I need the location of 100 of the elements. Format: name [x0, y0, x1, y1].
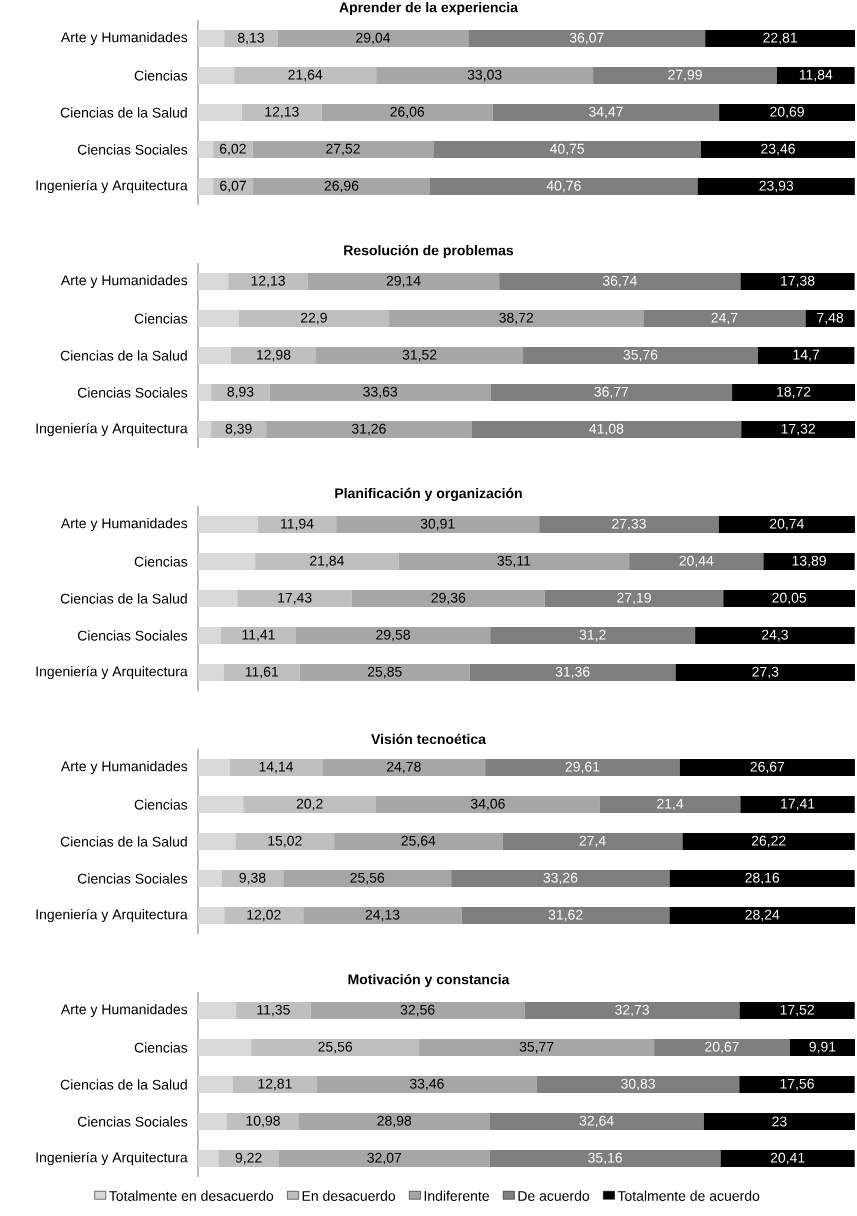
data-label: 6,02 — [219, 143, 246, 156]
data-label: 36,74 — [602, 275, 637, 288]
bar — [198, 178, 214, 195]
bar — [277, 30, 469, 47]
data-label: 10,98 — [246, 1115, 280, 1128]
data-label: 7,48 — [817, 312, 844, 325]
data-label: 27,4 — [579, 835, 606, 848]
chart-title: Visión tecnoética — [371, 733, 486, 745]
data-label: 20,05 — [772, 592, 807, 605]
bar — [299, 664, 470, 681]
bar — [242, 104, 322, 121]
bar — [283, 870, 452, 888]
data-label: 27,19 — [617, 592, 651, 605]
y-tick-label: Ciencias Sociales — [77, 873, 188, 884]
data-label: 12,02 — [247, 909, 281, 922]
bar — [198, 796, 244, 814]
bar — [593, 67, 777, 84]
data-label: 24,13 — [365, 909, 400, 922]
data-label: 29,04 — [356, 32, 391, 45]
bar — [198, 1113, 227, 1131]
bar — [776, 67, 855, 84]
data-label: 23,93 — [759, 180, 794, 193]
bar — [376, 796, 600, 814]
data-label: 14,7 — [793, 349, 820, 362]
data-label: 17,56 — [780, 1078, 814, 1091]
data-label: 34,06 — [470, 798, 505, 811]
bar — [740, 273, 855, 290]
data-label: 29,14 — [386, 275, 421, 288]
data-label: 22,81 — [763, 32, 797, 45]
chart-title: Planificación y organización — [335, 487, 522, 502]
data-label: 32,64 — [579, 1115, 614, 1128]
data-label: 14,14 — [259, 761, 294, 774]
bar — [198, 590, 238, 608]
data-label: 17,52 — [780, 1004, 814, 1017]
bar — [469, 664, 676, 681]
bar — [703, 1113, 855, 1131]
bar — [211, 421, 267, 438]
bar — [669, 907, 856, 925]
bar — [433, 141, 701, 158]
y-tick-label: Ingeniería y Arquitectura — [36, 665, 188, 680]
y-tick-label: Ciencias de la Salud — [60, 1079, 187, 1090]
bar — [252, 178, 431, 195]
bar — [238, 310, 390, 328]
bar — [198, 553, 256, 571]
data-label: 6,07 — [220, 180, 246, 193]
y-tick-label: Ciencias Sociales — [77, 630, 188, 641]
data-label: 36,07 — [569, 32, 604, 45]
bar — [198, 67, 235, 84]
bar — [789, 1039, 856, 1057]
y-tick-label: Ciencias — [134, 799, 188, 810]
bar — [237, 590, 352, 608]
data-label: 35,76 — [623, 349, 658, 362]
bar — [224, 30, 278, 47]
bar — [389, 310, 644, 328]
data-label: 27,3 — [752, 666, 779, 679]
bar — [740, 796, 855, 814]
bar — [198, 310, 239, 328]
data-label: 32,73 — [615, 1004, 649, 1017]
bar — [198, 104, 242, 121]
bar — [295, 627, 491, 645]
data-label: 12,98 — [257, 349, 291, 362]
data-label: 33,63 — [363, 386, 398, 399]
bar — [805, 310, 855, 328]
data-label: 9,91 — [809, 1041, 836, 1054]
legend-label: En desacuerdo — [302, 1190, 396, 1201]
bar — [303, 907, 462, 925]
data-label: 15,02 — [268, 835, 302, 848]
data-label: 31,26 — [351, 423, 386, 436]
bar — [757, 347, 855, 364]
bar — [739, 1076, 855, 1094]
bar — [269, 384, 491, 402]
bar — [322, 759, 486, 777]
bar — [697, 178, 855, 195]
bar — [763, 553, 855, 571]
y-tick-label: Ciencias — [134, 70, 188, 81]
bar — [489, 1150, 721, 1168]
bar — [376, 67, 594, 84]
y-tick-label: Ciencias Sociales — [77, 144, 188, 155]
data-label: 24,78 — [387, 761, 421, 774]
bar — [654, 1039, 790, 1057]
y-tick-label: Ciencias — [134, 1042, 188, 1053]
bar — [523, 347, 758, 364]
bar — [695, 627, 855, 645]
data-label: 38,72 — [499, 312, 534, 325]
data-label: 30,83 — [621, 1078, 655, 1091]
chart-title: Motivación y constancia — [348, 973, 510, 988]
data-label: 11,35 — [257, 1004, 290, 1017]
data-label: 31,36 — [555, 666, 590, 679]
data-label: 23 — [772, 1116, 787, 1127]
data-label: 35,11 — [497, 555, 531, 568]
bar — [719, 104, 856, 121]
data-label: 17,38 — [781, 275, 815, 288]
bar — [198, 1039, 252, 1057]
bar — [461, 907, 670, 925]
y-tick-label: Ciencias — [134, 313, 188, 324]
data-label: 35,16 — [588, 1152, 623, 1165]
data-label: 29,58 — [376, 629, 410, 642]
data-label: 33,26 — [543, 872, 578, 885]
data-label: 11,94 — [281, 518, 314, 531]
data-label: 34,47 — [588, 106, 623, 119]
